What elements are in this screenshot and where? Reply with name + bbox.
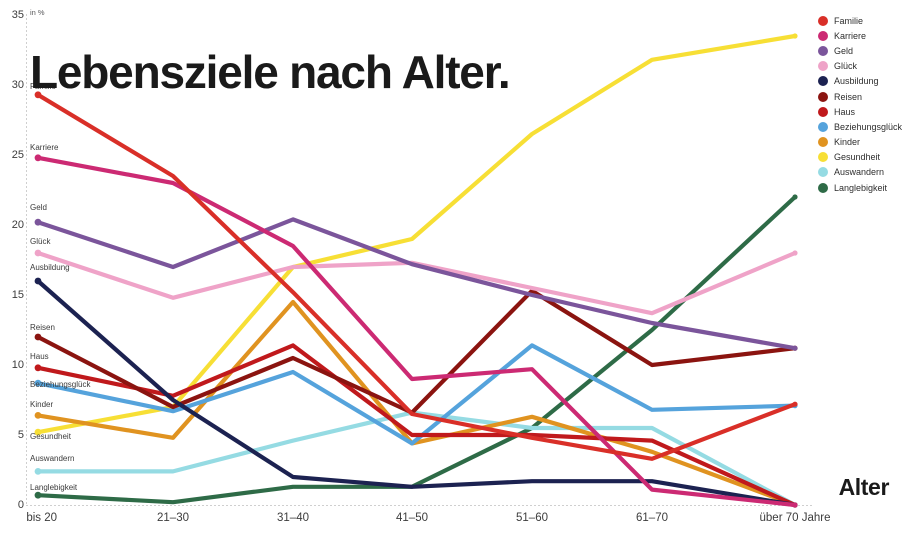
y-axis-tick-label: 20 (11, 219, 24, 231)
legend-item[interactable]: Langlebigkeit (818, 180, 902, 195)
legend-item[interactable]: Beziehungsglück (818, 119, 902, 134)
series-start-point (34, 91, 42, 99)
series-start-point (34, 364, 42, 372)
series-line (35, 343, 798, 508)
series-end-point (792, 194, 798, 200)
series-start-point (34, 412, 42, 419)
y-axis-tick-label: 0 (17, 499, 24, 511)
legend-item[interactable]: Familie (818, 13, 902, 28)
series-line (35, 288, 798, 415)
legend-color-dot-icon (818, 167, 828, 178)
legend-item[interactable]: Karriere (818, 28, 902, 43)
legend-color-dot-icon (818, 182, 828, 193)
legend-color-dot-icon (818, 91, 828, 102)
y-axis-unit-label: in % (30, 8, 45, 17)
x-axis-tick-label: bis 20 (26, 512, 58, 524)
y-axis-tick-label: 35 (11, 9, 24, 21)
legend-item-label: Familie (834, 15, 864, 26)
legend-item-label: Geld (834, 45, 854, 56)
chart-legend: Familie Karriere Geld Glück Ausbildung Reisen… (818, 13, 902, 195)
legend-item-label: Karriere (834, 30, 867, 41)
y-axis-tick-label: 25 (11, 149, 24, 161)
x-axis-tick-label: 31–40 (277, 512, 309, 524)
legend-item-label: Glück (834, 61, 858, 72)
series-line (35, 343, 798, 446)
series-inline-label: Auswandern (30, 454, 75, 463)
legend-color-dot-icon (818, 45, 828, 56)
legend-item[interactable]: Gesundheit (818, 150, 902, 165)
y-axis-tick-label: 5 (17, 429, 24, 441)
legend-color-dot-icon (818, 121, 828, 132)
y-axis-tick-label: 10 (11, 359, 24, 371)
y-axis-tick-label: 30 (11, 79, 24, 91)
series-inline-label: Gesundheit (30, 432, 71, 441)
series-start-point (34, 249, 42, 257)
x-axis-line (26, 505, 812, 506)
legend-color-dot-icon (818, 152, 828, 163)
legend-item[interactable]: Reisen (818, 89, 902, 104)
y-axis-tick-label: 15 (11, 289, 24, 301)
legend-item-label: Kinder (834, 137, 861, 148)
series-start-point (34, 468, 42, 475)
series-start-point (34, 428, 42, 436)
series-start-point (34, 333, 42, 341)
legend-item-label: Langlebigkeit (834, 182, 888, 193)
series-line (35, 194, 798, 505)
legend-item[interactable]: Kinder (818, 135, 902, 150)
series-end-point (792, 250, 798, 256)
series-inline-label: Ausbildung (30, 263, 70, 272)
series-inline-label: Familie (30, 82, 56, 91)
series-line (35, 155, 798, 508)
legend-color-dot-icon (818, 76, 828, 87)
x-axis-tick-label: 21–30 (157, 512, 189, 524)
x-axis-tick-label: über 70 Jahre (759, 512, 831, 524)
series-inline-label: Geld (30, 203, 47, 212)
series-inline-label: Haus (30, 352, 49, 361)
series-end-point (792, 502, 798, 508)
series-inline-label: Karriere (30, 143, 59, 152)
series-end-point (792, 33, 798, 39)
legend-item-label: Beziehungsglück (834, 121, 903, 132)
x-axis-tick-label: 51–60 (516, 512, 548, 524)
legend-color-dot-icon (818, 106, 828, 117)
series-line (35, 278, 798, 508)
legend-item-label: Ausbildung (834, 76, 879, 87)
series-line (35, 299, 798, 508)
y-axis-line (26, 14, 27, 506)
series-end-point (792, 401, 798, 407)
legend-color-dot-icon (818, 30, 828, 41)
series-start-point (34, 218, 42, 226)
series-end-point (792, 345, 798, 351)
legend-item[interactable]: Glück (818, 59, 902, 74)
legend-color-dot-icon (818, 15, 828, 26)
legend-item[interactable]: Haus (818, 104, 902, 119)
series-start-point (34, 491, 42, 499)
series-line (35, 217, 798, 351)
x-axis-tick-label: 61–70 (636, 512, 668, 524)
legend-color-dot-icon (818, 61, 828, 72)
legend-color-dot-icon (818, 137, 828, 148)
legend-item-label: Gesundheit (834, 152, 881, 163)
x-axis-title: Alter (838, 474, 890, 500)
legend-item-label: Haus (834, 106, 856, 117)
legend-item[interactable]: Ausbildung (818, 74, 902, 89)
legend-item-label: Auswandern (834, 167, 885, 178)
series-inline-label: Kinder (30, 400, 54, 409)
series-start-point (34, 154, 42, 162)
series-line (35, 92, 798, 461)
series-inline-label: Beziehungsglück (30, 380, 91, 389)
legend-item[interactable]: Geld (818, 43, 902, 58)
page-title: Lebensziele nach Alter. (30, 45, 511, 98)
x-axis-tick-label: 41–50 (396, 512, 428, 524)
series-start-point (34, 379, 42, 387)
series-inline-label: Glück (30, 237, 51, 246)
series-inline-label: Reisen (30, 323, 55, 332)
legend-item[interactable]: Auswandern (818, 165, 902, 180)
series-start-point (34, 277, 42, 285)
legend-item-label: Reisen (834, 91, 863, 102)
series-inline-label: Langlebigkeit (30, 483, 78, 492)
